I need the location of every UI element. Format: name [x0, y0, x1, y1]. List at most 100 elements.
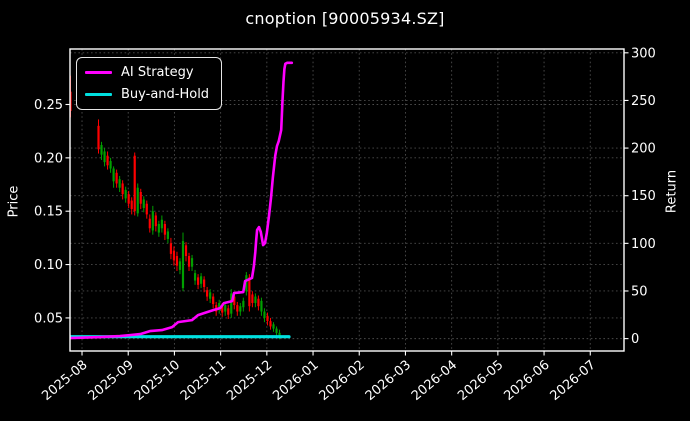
chart-title: cnoption [90005934.SZ] — [245, 9, 445, 28]
legend-label-buy-and-hold: Buy-and-Hold — [121, 86, 210, 102]
candle-body — [121, 183, 124, 195]
return-tick-label: 250 — [631, 94, 656, 109]
candle-body — [272, 324, 275, 329]
candle-body — [169, 243, 173, 254]
x-tick-label: 2026-02 — [317, 358, 368, 404]
candle-body — [254, 296, 257, 303]
candle-body — [172, 250, 176, 261]
candle-body — [236, 305, 239, 312]
x-tick-label: 2025-12 — [224, 358, 275, 404]
return-tick-label: 50 — [631, 284, 648, 299]
candle-body — [142, 199, 145, 209]
candle-body — [130, 200, 133, 210]
right-axis-title: Return — [664, 169, 680, 214]
candle-body — [115, 172, 118, 184]
candle-body — [178, 261, 182, 270]
candle-body — [203, 279, 206, 287]
candle-body — [260, 300, 263, 312]
candle-body — [145, 203, 148, 215]
candle-body — [175, 256, 179, 266]
candle-body — [139, 191, 142, 204]
left-axis-title: Price — [6, 185, 22, 218]
x-tick-label: 2026-07 — [548, 358, 599, 404]
return-tick-label: 150 — [631, 189, 656, 204]
ai-strategy-line-swatch — [85, 70, 112, 74]
ai-strategy-line — [70, 61, 294, 340]
buy-and-hold-line-swatch — [85, 92, 112, 96]
legend-item-ai-strategy: AI Strategy — [85, 63, 211, 81]
price-tick-label: 0.15 — [34, 205, 63, 220]
candle-body — [266, 315, 269, 322]
x-tick-label: 2026-05 — [455, 358, 506, 404]
candle-body — [248, 277, 251, 307]
legend: AI Strategy Buy-and-Hold — [76, 57, 222, 110]
x-tick-label: 2025-10 — [132, 358, 183, 404]
candle-body — [278, 332, 281, 337]
x-tick-label: 2025-09 — [86, 358, 137, 404]
x-tick-label: 2026-06 — [501, 358, 552, 404]
candle-body — [275, 328, 278, 333]
candle-body — [206, 290, 209, 297]
candle-body — [151, 211, 154, 231]
candle-body — [224, 305, 227, 312]
candle-body — [133, 155, 136, 212]
return-tick-label: 200 — [631, 142, 656, 157]
candle-body — [196, 277, 200, 285]
candle-body — [118, 179, 121, 188]
legend-item-buy-and-hold: Buy-and-Hold — [85, 85, 211, 103]
candle-body — [190, 258, 194, 267]
tick-marks-layer — [65, 52, 629, 356]
price-tick-label: 0.20 — [34, 151, 63, 166]
candle-body — [251, 294, 254, 303]
return-tick-label: 0 — [631, 332, 639, 347]
return-tick-label: 300 — [631, 46, 656, 61]
candle-body — [70, 91, 72, 111]
candle-body — [136, 187, 139, 214]
candle-body — [112, 168, 115, 182]
candle-body — [193, 273, 197, 281]
candle-body — [257, 298, 260, 307]
candle-body — [181, 241, 185, 289]
candle-body — [269, 321, 272, 327]
x-tick-label: 2025-11 — [178, 358, 229, 404]
candle-body — [103, 151, 106, 163]
candle-body — [163, 224, 166, 235]
candle-body — [239, 306, 242, 312]
candle-body — [166, 231, 170, 239]
return-tick-label: 100 — [631, 237, 656, 252]
candle-body — [154, 215, 157, 227]
candle-body — [187, 256, 191, 267]
candle-body — [148, 218, 151, 229]
legend-label-ai-strategy: AI Strategy — [121, 64, 194, 80]
x-tick-label: 2026-04 — [409, 358, 460, 404]
x-tick-label: 2026-03 — [363, 358, 414, 404]
candle-body — [233, 296, 236, 306]
candle-body — [263, 311, 266, 318]
candle-body — [157, 224, 160, 233]
x-tick-label: 2026-01 — [270, 358, 321, 404]
price-tick-label: 0.25 — [34, 98, 63, 113]
candle-body — [212, 296, 215, 305]
strategy-lines-layer — [70, 61, 294, 340]
plot-border — [69, 48, 625, 352]
price-tick-label: 0.10 — [34, 258, 63, 273]
candle-body — [184, 245, 188, 257]
candle-body — [230, 293, 233, 314]
candle-body — [109, 161, 112, 169]
candle-body — [124, 189, 127, 199]
candle-body — [209, 292, 212, 299]
candle-body — [97, 125, 100, 150]
candle-body — [160, 219, 163, 229]
candle-body — [242, 300, 245, 308]
candle-body — [199, 276, 203, 284]
candlestick-layer — [70, 75, 281, 340]
candle-body — [245, 275, 248, 292]
candle-body — [227, 308, 230, 315]
candle-body — [106, 155, 109, 166]
price-tick-label: 0.05 — [34, 311, 63, 326]
candle-body — [100, 145, 103, 155]
candle-body — [218, 302, 221, 310]
x-tick-label: 2025-08 — [39, 358, 90, 404]
